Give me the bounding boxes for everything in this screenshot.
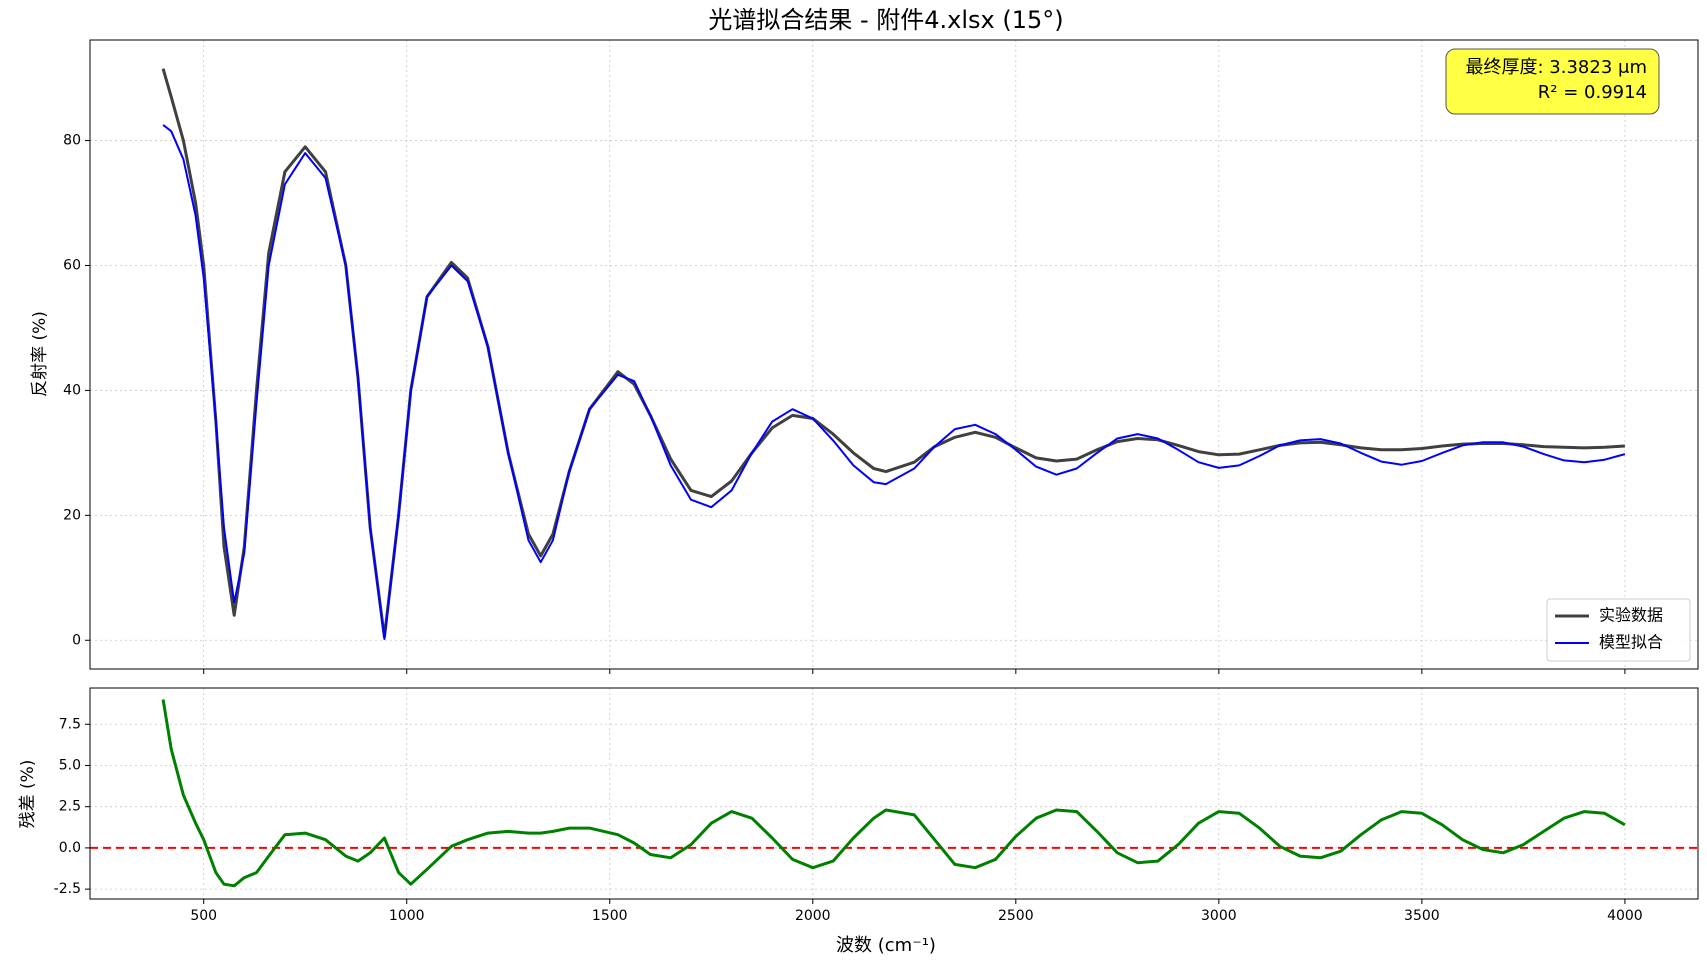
plot-frame [89, 687, 1699, 900]
y-tick-label: 60 [63, 257, 81, 273]
legend-label: 实验数据 [1599, 606, 1663, 625]
x-tick-label: 500 [190, 908, 217, 924]
y-tick-label: 40 [63, 382, 81, 398]
annotation: 最终厚度: 3.3823 μm R² = 0.9914 [1445, 48, 1660, 115]
y-tick-label: 5.0 [59, 757, 81, 773]
x-tick-label: 3500 [1404, 908, 1440, 924]
y-tick-label: 80 [63, 133, 81, 149]
chart-title: 光谱拟合结果 - 附件4.xlsx (15°) [708, 6, 1063, 34]
annotation-text: 最终厚度: 3.3823 μm [1466, 57, 1647, 78]
x-tick-label: 3000 [1201, 908, 1237, 924]
x-axis-label: 波数 (cm⁻¹) [836, 935, 936, 956]
data-line [162, 124, 1626, 640]
y-tick-label: 0.0 [59, 840, 81, 856]
x-tick-label: 1500 [592, 908, 628, 924]
data-line [161, 68, 1625, 639]
annotation-text: R² = 0.9914 [1538, 82, 1647, 103]
y-axis-label: 残差 (%) [18, 760, 38, 829]
y-tick-label: 20 [63, 507, 81, 523]
x-tick-label: 2000 [795, 908, 831, 924]
x-tick-label: 2500 [998, 908, 1034, 924]
y-axis-label: 反射率 (%) [30, 311, 50, 397]
x-tick-label: 4000 [1607, 908, 1643, 924]
y-tick-label: 0 [72, 632, 81, 648]
y-tick-label: 7.5 [59, 716, 81, 732]
annotation-box [1445, 48, 1660, 115]
y-tick-label: 2.5 [59, 799, 81, 815]
plot-frame [89, 39, 1699, 670]
y-tick-label: -2.5 [54, 881, 81, 897]
x-tick-label: 1000 [389, 908, 425, 924]
data-line [161, 699, 1626, 888]
legend-label: 模型拟合 [1599, 633, 1663, 652]
